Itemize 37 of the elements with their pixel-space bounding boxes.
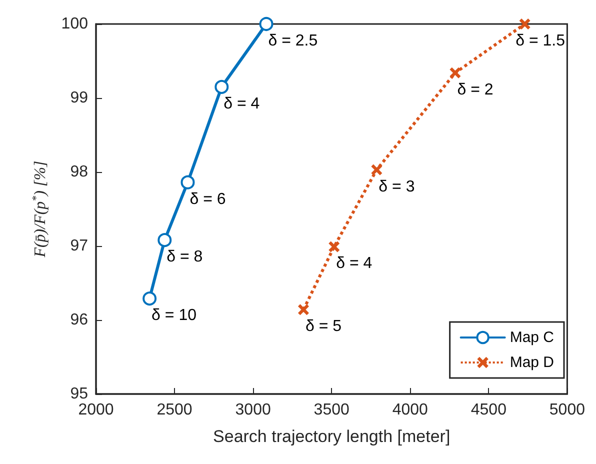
annotation: δ = 10: [152, 307, 197, 324]
point: [450, 67, 461, 78]
annotation: δ = 2: [457, 81, 494, 98]
point: [180, 175, 195, 190]
x-tick-label: 5000: [549, 402, 586, 418]
point: [142, 292, 157, 306]
point: [259, 17, 274, 31]
y-tick-label: 99: [70, 90, 88, 106]
point: [328, 241, 340, 252]
legend-label: Map C: [510, 329, 554, 346]
point: [298, 304, 309, 316]
annotation: δ = 8: [166, 248, 203, 266]
annotation: δ = 4: [224, 95, 260, 112]
y-tick-label: 95: [70, 386, 88, 402]
y-tick-label: 96: [70, 312, 88, 328]
y-tick-label: 97: [70, 238, 88, 254]
annotation: δ = 1.5: [516, 32, 566, 50]
point: [214, 80, 229, 94]
annotation: δ = 6: [190, 190, 226, 208]
point: [519, 18, 530, 30]
y-tick-label: 98: [70, 164, 88, 180]
y-tick-label: 100: [61, 16, 88, 32]
x-tick-label: 3000: [235, 402, 271, 418]
x-tick-label: 2500: [156, 402, 192, 418]
annotation: δ = 4: [336, 255, 372, 272]
annotation: δ = 2.5: [268, 32, 318, 50]
x-tick-label: 4000: [392, 402, 428, 418]
annotation: δ = 3: [378, 178, 415, 196]
x-axis-title: Search trajectory length [meter]: [213, 427, 450, 446]
legend-label: Map D: [510, 354, 554, 371]
point: [371, 164, 382, 176]
point: [158, 233, 172, 248]
y-axis-title: F(p̄)/F(p*) [%]: [30, 160, 49, 258]
x-tick-label: 2000: [78, 402, 114, 418]
annotation: δ = 5: [305, 318, 342, 336]
x-tick-label: 3500: [314, 402, 350, 418]
x-tick-label: 4500: [470, 402, 507, 418]
